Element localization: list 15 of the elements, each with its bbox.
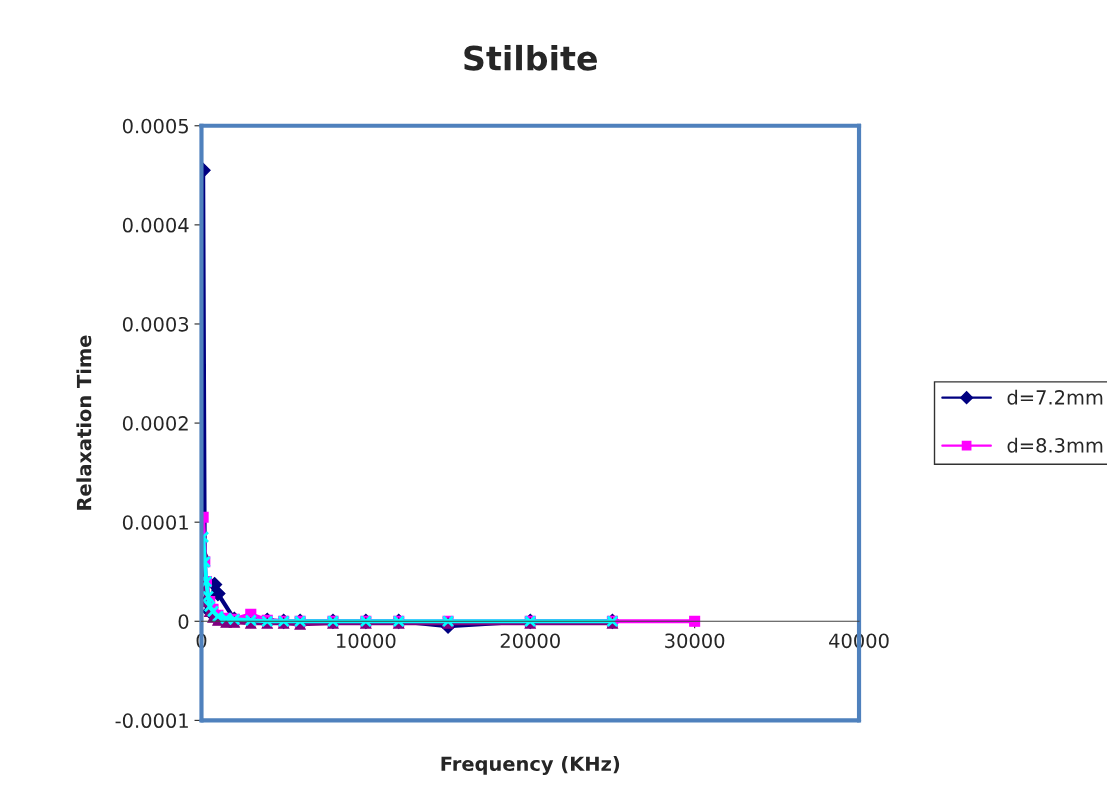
y-tick-label: 0 xyxy=(178,614,189,629)
y-tick-label: -0.0001 xyxy=(115,713,188,729)
legend-label: d=8.3mm xyxy=(1007,437,1103,453)
x-axis-title: Frequency (KHz) xyxy=(441,756,620,776)
y-tick-label: 0.0004 xyxy=(122,217,189,233)
chart-title: Stilbite xyxy=(464,44,597,71)
y-tick-label: 0.0005 xyxy=(122,118,188,134)
legend-label: d=7.2mm xyxy=(1007,389,1103,405)
x-tick-label: 10000 xyxy=(337,633,396,649)
y-tick-label: 0.0003 xyxy=(122,316,189,332)
x-tick-label: 20000 xyxy=(500,633,560,649)
x-tick-label: 30000 xyxy=(665,633,725,649)
y-axis-title: Relaxation Time xyxy=(76,335,92,510)
y-tick-label: 0.0002 xyxy=(122,416,188,431)
y-tick-label: 0.0001 xyxy=(122,515,188,530)
